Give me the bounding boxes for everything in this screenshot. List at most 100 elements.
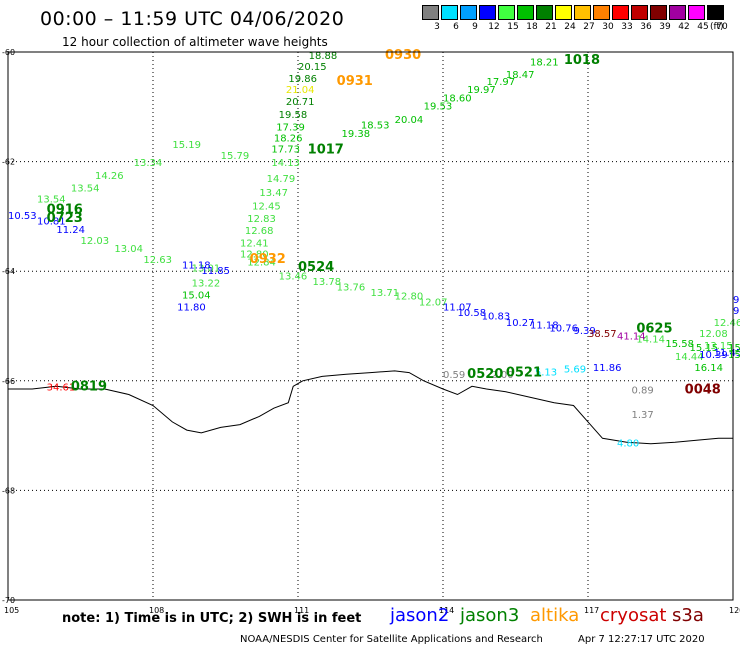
wave-height-label: 12.46 <box>714 318 740 329</box>
pass-time-label: 0524 <box>298 260 334 275</box>
legend-label: 39 <box>659 22 671 32</box>
legend-swatch <box>669 5 686 20</box>
wave-height-label: 13.22 <box>192 279 221 290</box>
wave-height-label: 12.41 <box>240 239 269 250</box>
wave-height-label: 34.61 <box>47 383 76 394</box>
y-tick-label: -68 <box>2 486 15 495</box>
note-text: note: 1) Time is in UTC; 2) SWH is in fe… <box>62 611 362 626</box>
y-tick-label: -66 <box>2 377 15 386</box>
satellite-name: s3a <box>672 605 704 626</box>
wave-height-label: 13.15 <box>704 341 733 352</box>
plot-frame <box>7 51 734 601</box>
wave-height-label: 10.76 <box>549 323 578 334</box>
wave-height-label: 12.63 <box>143 255 172 266</box>
pass-time-label: 0916 <box>47 203 83 218</box>
wave-height-label: 21.04 <box>286 85 315 96</box>
wave-height-label: 17.97 <box>487 77 516 88</box>
wave-height-label: 14.79 <box>267 174 296 185</box>
wave-height-label: 15.8 <box>728 350 740 361</box>
wave-height-label: 13.78 <box>313 277 342 288</box>
wave-height-label: 10.58 <box>458 308 487 319</box>
wave-height-label: 9.39 <box>574 326 596 337</box>
pass-time-label: 0625 <box>636 322 672 337</box>
wave-height-label: 5.69 <box>564 365 586 376</box>
wave-height-label: 9.34 <box>733 306 740 317</box>
pass-time-label: 1017 <box>308 142 344 157</box>
wave-height-label: 15.2 <box>728 343 740 354</box>
wave-height-label: 15.15 <box>690 343 719 354</box>
pass-time-label: 0930 <box>385 48 421 63</box>
legend-label: 30 <box>602 22 614 32</box>
wave-height-label: 2.00 <box>491 370 513 381</box>
wave-height-label: 15.19 <box>172 140 201 151</box>
legend-swatch <box>441 5 458 20</box>
satellite-name: altika <box>530 605 580 626</box>
legend-label: 45 <box>697 22 709 32</box>
wave-height-label: 38.57 <box>588 329 617 340</box>
coastline-path <box>8 370 733 445</box>
wave-height-label: 12.83 <box>247 214 276 225</box>
pass-time-label: 0819 <box>71 380 107 395</box>
wave-height-label: 15.04 <box>182 291 211 302</box>
wave-height-label: 13.46 <box>279 271 308 282</box>
y-tick-label: -64 <box>2 267 15 276</box>
legend-unit: (ft) <box>710 22 724 32</box>
wave-height-label: 13.76 <box>337 282 366 293</box>
legend-swatch <box>650 5 667 20</box>
wave-height-label: 17.39 <box>276 122 305 133</box>
wave-height-label: 14.14 <box>636 334 665 345</box>
x-tick-label: 108 <box>149 606 164 615</box>
wave-height-label: 11.24 <box>56 225 85 236</box>
wave-height-label: 19.97 <box>467 85 496 96</box>
pass-time-label: 1018 <box>564 53 600 68</box>
wave-height-label: 1.37 <box>632 410 654 421</box>
chart-subtitle: 12 hour collection of altimeter wave hei… <box>62 35 328 49</box>
wave-height-label: 11.07 <box>443 303 472 314</box>
legend-label: 12 <box>488 22 500 32</box>
wave-height-label: 11.18 <box>182 260 211 271</box>
wave-height-label: 11.86 <box>593 363 622 374</box>
legend-label: 42 <box>678 22 690 32</box>
wave-height-label: 12.68 <box>245 226 274 237</box>
wave-height-label: 20.71 <box>286 97 315 108</box>
legend-swatch <box>555 5 572 20</box>
pass-time-label: 0048 <box>685 382 721 397</box>
wave-height-label: 13.54 <box>37 195 66 206</box>
legend-label: 15 <box>507 22 519 32</box>
wave-height-label: 11.45 <box>714 348 740 359</box>
legend-label: 33 <box>621 22 633 32</box>
wave-height-label: 15.58 <box>665 339 694 350</box>
wave-height-label: 13.54 <box>71 184 100 195</box>
pass-time-label: 0932 <box>250 252 286 267</box>
legend-swatch <box>707 5 724 20</box>
legend-label: 18 <box>526 22 538 32</box>
legend-swatch <box>422 5 439 20</box>
pass-time-label: 0931 <box>337 74 373 89</box>
wave-height-label: 18.88 <box>309 51 338 62</box>
wave-height-label: 18.21 <box>530 58 559 69</box>
satellite-name: jason2 <box>390 605 450 626</box>
wave-height-label: 41.14 <box>617 332 646 343</box>
wave-height-label: 12.08 <box>699 329 728 340</box>
legend-label: 6 <box>453 22 459 32</box>
wave-height-label: 19.58 <box>279 110 308 121</box>
wave-height-label: 12.03 <box>81 236 110 247</box>
grid <box>7 51 734 601</box>
legend-swatch <box>593 5 610 20</box>
generated-timestamp: Apr 7 12:27:17 UTC 2020 <box>578 634 705 645</box>
legend-label: 27 <box>583 22 595 32</box>
wave-height-label: 13.34 <box>134 158 163 169</box>
wave-height-label: 4.80 <box>617 439 639 450</box>
wave-height-label: 11.80 <box>177 303 206 314</box>
wave-height-label: 13.71 <box>371 288 400 299</box>
legend-swatch <box>574 5 591 20</box>
wave-height-label: 18.47 <box>506 70 535 81</box>
wave-height-label: 18.26 <box>274 133 303 144</box>
wave-height-label: 12.84 <box>247 258 276 269</box>
legend-label: 3 <box>434 22 440 32</box>
wave-height-label: 20.04 <box>395 115 424 126</box>
wave-height-label: 19.38 <box>342 129 371 140</box>
x-tick-label: 114 <box>439 606 454 615</box>
